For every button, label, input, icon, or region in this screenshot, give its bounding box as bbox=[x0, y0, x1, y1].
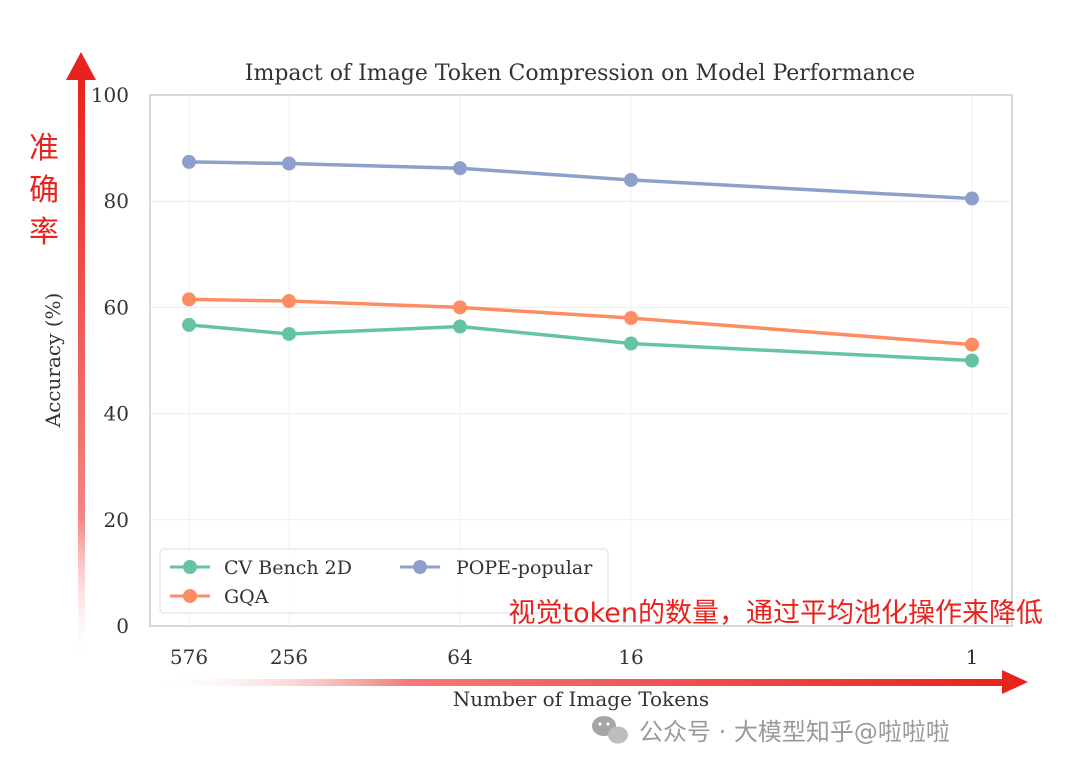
data-point-gqa-1 bbox=[965, 337, 979, 352]
plot-area bbox=[149, 94, 1013, 627]
x-axis-label: Number of Image Tokens bbox=[453, 687, 709, 711]
y-tick-labels: 0 20 40 60 80 100 bbox=[91, 83, 129, 638]
data-point-pope-popular-64 bbox=[453, 161, 467, 176]
y-annotation-char-1: 准 bbox=[29, 131, 59, 166]
x-annotation-arrow bbox=[150, 670, 1028, 694]
data-point-gqa-256 bbox=[282, 294, 296, 309]
x-tick-labels: 576 256 64 16 1 bbox=[170, 645, 978, 669]
data-point-cv-bench-2d-256 bbox=[282, 326, 296, 341]
legend-label-pope-popular: POPE-popular bbox=[456, 557, 593, 579]
y-tick-label-100: 100 bbox=[91, 83, 129, 107]
legend-box bbox=[159, 548, 609, 614]
y-annotation-char-2: 确 bbox=[29, 173, 59, 208]
x-tick-label-64: 64 bbox=[447, 645, 472, 669]
data-point-gqa-16 bbox=[624, 311, 638, 326]
data-point-pope-popular-1 bbox=[965, 191, 979, 206]
y-tick-label-80: 80 bbox=[104, 189, 129, 213]
y-annotation-arrow bbox=[66, 52, 96, 665]
data-point-cv-bench-2d-1 bbox=[965, 353, 979, 368]
y-tick-label-60: 60 bbox=[104, 295, 129, 319]
legend: CV Bench 2D GQA POPE-popular bbox=[159, 548, 609, 614]
y-axis-label: Accuracy (%) bbox=[41, 293, 65, 429]
legend-item-pope-popular: POPE-popular bbox=[400, 557, 593, 579]
x-tick-label-256: 256 bbox=[270, 645, 308, 669]
data-point-pope-popular-256 bbox=[282, 156, 296, 171]
data-point-pope-popular-16 bbox=[624, 172, 638, 187]
y-tick-label-40: 40 bbox=[104, 402, 129, 426]
x-tick-label-1: 1 bbox=[966, 645, 979, 669]
x-tick-label-16: 16 bbox=[618, 645, 643, 669]
wechat-icon bbox=[592, 716, 628, 744]
legend-item-cv-bench-2d: CV Bench 2D bbox=[170, 557, 352, 579]
chart-title: Impact of Image Token Compression on Mod… bbox=[245, 61, 915, 86]
y-tick-label-20: 20 bbox=[104, 508, 129, 532]
x-annotation-note: 视觉token的数量，通过平均池化操作来降低 bbox=[508, 598, 1043, 629]
data-point-gqa-576 bbox=[182, 292, 196, 307]
data-point-cv-bench-2d-64 bbox=[453, 319, 467, 334]
data-point-gqa-64 bbox=[453, 300, 467, 315]
data-point-cv-bench-2d-576 bbox=[182, 317, 196, 332]
data-point-cv-bench-2d-16 bbox=[624, 336, 638, 351]
legend-item-gqa: GQA bbox=[170, 586, 269, 608]
series-layer bbox=[182, 154, 979, 368]
x-tick-label-576: 576 bbox=[170, 645, 208, 669]
legend-label-cv-bench-2d: CV Bench 2D bbox=[224, 557, 352, 579]
y-tick-label-0: 0 bbox=[116, 614, 129, 638]
watermark-text: 公众号 · 大模型知乎@啦啦啦 bbox=[639, 718, 950, 746]
legend-label-gqa: GQA bbox=[224, 586, 269, 608]
y-annotation-char-3: 率 bbox=[29, 215, 59, 250]
data-point-pope-popular-576 bbox=[182, 154, 196, 169]
